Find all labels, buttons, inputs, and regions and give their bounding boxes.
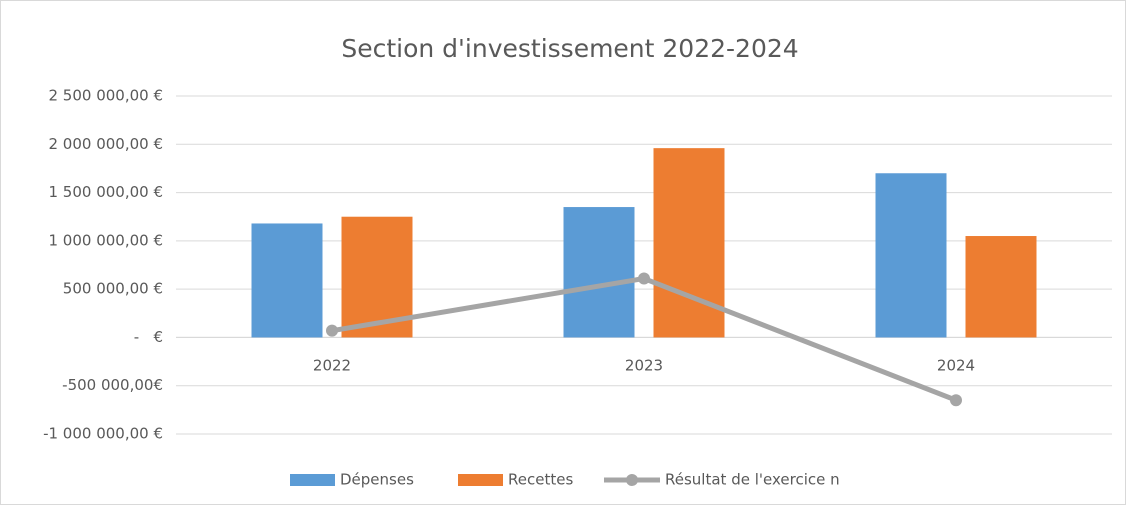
legend-swatch xyxy=(626,474,638,486)
legend-swatch xyxy=(458,474,503,486)
bar xyxy=(563,207,635,338)
x-tick-label: 2024 xyxy=(937,357,975,375)
y-tick-label: 2 000 000,00 € xyxy=(48,135,163,153)
legend-label: Recettes xyxy=(508,471,573,489)
legend-label: Résultat de l'exercice n xyxy=(665,471,840,489)
y-tick-label: -500 000,00€ xyxy=(62,376,163,394)
bar xyxy=(965,236,1037,338)
bar xyxy=(251,223,323,338)
bar xyxy=(875,173,947,338)
x-tick-label: 2023 xyxy=(625,357,663,375)
legend-swatch xyxy=(290,474,335,486)
bar xyxy=(653,148,725,338)
y-tick-label: 2 500 000,00 € xyxy=(48,87,163,105)
line-point xyxy=(950,394,962,407)
y-tick-label: - € xyxy=(134,328,163,346)
y-tick-label: -1 000 000,00 € xyxy=(43,425,163,443)
x-tick-label: 2022 xyxy=(313,357,351,375)
y-tick-label: 1 500 000,00 € xyxy=(48,183,163,201)
line-point xyxy=(326,324,338,337)
line-point xyxy=(638,272,650,285)
y-tick-label: 1 000 000,00 € xyxy=(48,231,163,249)
chart-title: Section d'investissement 2022-2024 xyxy=(341,34,798,63)
legend-label: Dépenses xyxy=(340,471,414,489)
y-tick-label: 500 000,00 € xyxy=(63,280,163,298)
